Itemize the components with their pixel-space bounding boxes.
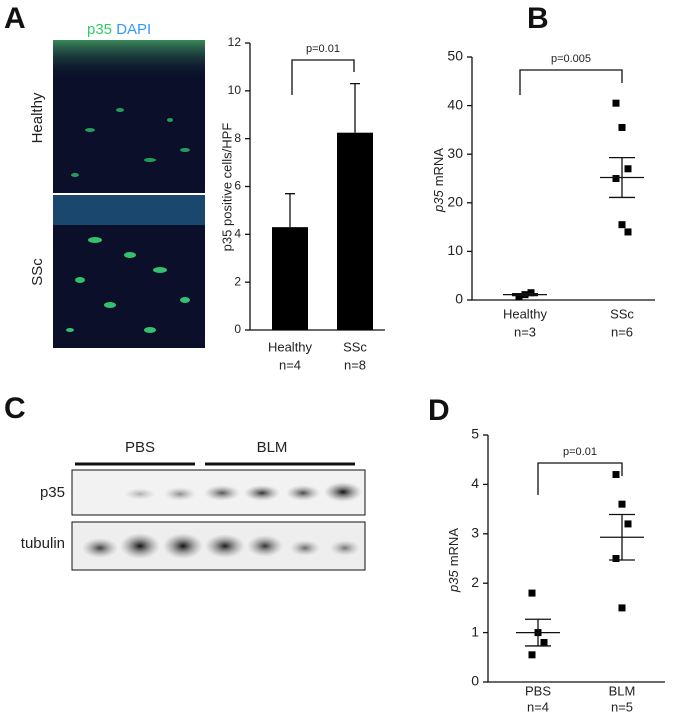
data-point: [528, 651, 536, 659]
data-point: [527, 289, 535, 297]
y-tick-label: 40: [447, 96, 463, 112]
x-count-label: n=8: [344, 357, 366, 372]
panel-label: C: [4, 392, 26, 425]
data-point: [612, 99, 620, 107]
blot-row: p35: [40, 484, 65, 501]
y-tick-label: 6: [234, 179, 241, 193]
y-tick-label: 0: [471, 673, 479, 689]
y-tick-label: 5: [471, 426, 479, 442]
panel-label: A: [4, 2, 26, 35]
stain-part: /: [112, 21, 117, 38]
sem-bar: [609, 513, 635, 561]
sem-bar: [512, 293, 538, 297]
x-tick-label: Healthy: [268, 339, 313, 354]
annotation: p=0.01: [563, 446, 597, 458]
annotation: p=0.01: [306, 43, 340, 55]
y-tick-label: 10: [228, 83, 242, 97]
data-point: [618, 221, 626, 229]
x-count-label: n=4: [527, 699, 549, 714]
data-point: [540, 638, 548, 646]
y-tick-label: 4: [471, 475, 479, 491]
annotation: p=0.005: [551, 53, 591, 65]
data-point: [612, 175, 620, 182]
axes: [487, 435, 665, 683]
y-tick-label: 0: [455, 291, 463, 307]
error-bar: [350, 83, 360, 133]
y-axis-label: p35 positive cells/HPF: [219, 123, 234, 252]
y-axis-label: p35 mRNA: [446, 528, 461, 593]
y-tick-label: 4: [234, 227, 241, 241]
blot-group: BLM: [257, 439, 288, 456]
stain-part: p35: [87, 21, 112, 38]
micrograph-ssc: [53, 195, 205, 348]
data-point: [612, 471, 620, 479]
panel-label: B: [527, 2, 549, 35]
y-axis-label-rest: mRNA: [446, 528, 461, 567]
row-label: Healthy: [29, 92, 46, 143]
y-tick-label: 30: [447, 145, 463, 161]
y-tick-label: 0: [234, 322, 241, 336]
y-axis-label-gene: p35: [431, 190, 446, 213]
bar: [337, 132, 373, 330]
bar: [272, 227, 308, 330]
data-point: [624, 520, 632, 528]
micrograph-healthy: [53, 40, 205, 193]
y-tick-label: 8: [234, 131, 241, 145]
x-count-label: n=5: [611, 699, 633, 714]
blot-row: tubulin: [21, 535, 65, 552]
row-label: SSc: [29, 258, 46, 286]
error-bar: [285, 193, 295, 228]
y-axis-label: p35 mRNA: [431, 148, 446, 213]
data-point: [612, 555, 620, 562]
data-point: [624, 165, 632, 173]
x-tick-label: BLM: [609, 683, 636, 698]
y-tick-label: 50: [447, 48, 463, 64]
data-point: [515, 293, 523, 301]
y-axis-label-rest: mRNA: [431, 148, 446, 187]
y-tick-label: 10: [447, 242, 463, 258]
y-tick-label: 1: [471, 623, 479, 639]
y-tick-label: 2: [234, 274, 241, 288]
x-tick-label: PBS: [525, 683, 551, 698]
data-point: [624, 228, 632, 236]
y-tick-label: 20: [447, 194, 463, 210]
sem-bar: [609, 156, 635, 199]
x-count-label: n=3: [514, 324, 536, 339]
significance-bracket: [519, 69, 623, 95]
x-tick-label: SSc: [343, 339, 367, 354]
blot-group: PBS: [125, 439, 155, 456]
data-point: [528, 589, 536, 597]
stain-part: DAPI: [116, 21, 151, 38]
x-tick-label: Healthy: [503, 306, 548, 321]
y-tick-label: 2: [471, 574, 479, 590]
axes: [471, 57, 655, 301]
x-count-label: n=6: [611, 324, 633, 339]
panel-label: D: [428, 394, 450, 427]
significance-bracket: [537, 462, 623, 495]
x-tick-label: SSc: [610, 306, 634, 321]
data-point: [618, 123, 626, 131]
significance-bracket: [291, 59, 355, 95]
blot: [71, 462, 366, 571]
data-point: [618, 500, 626, 508]
sem-bar: [525, 618, 551, 647]
data-point: [618, 604, 626, 612]
y-tick-label: 12: [228, 35, 242, 49]
x-count-label: n=4: [279, 357, 301, 372]
stain-title: p35/DAPI: [87, 21, 151, 38]
y-axis-label-gene: p35: [446, 570, 461, 593]
y-tick-label: 3: [471, 525, 479, 541]
